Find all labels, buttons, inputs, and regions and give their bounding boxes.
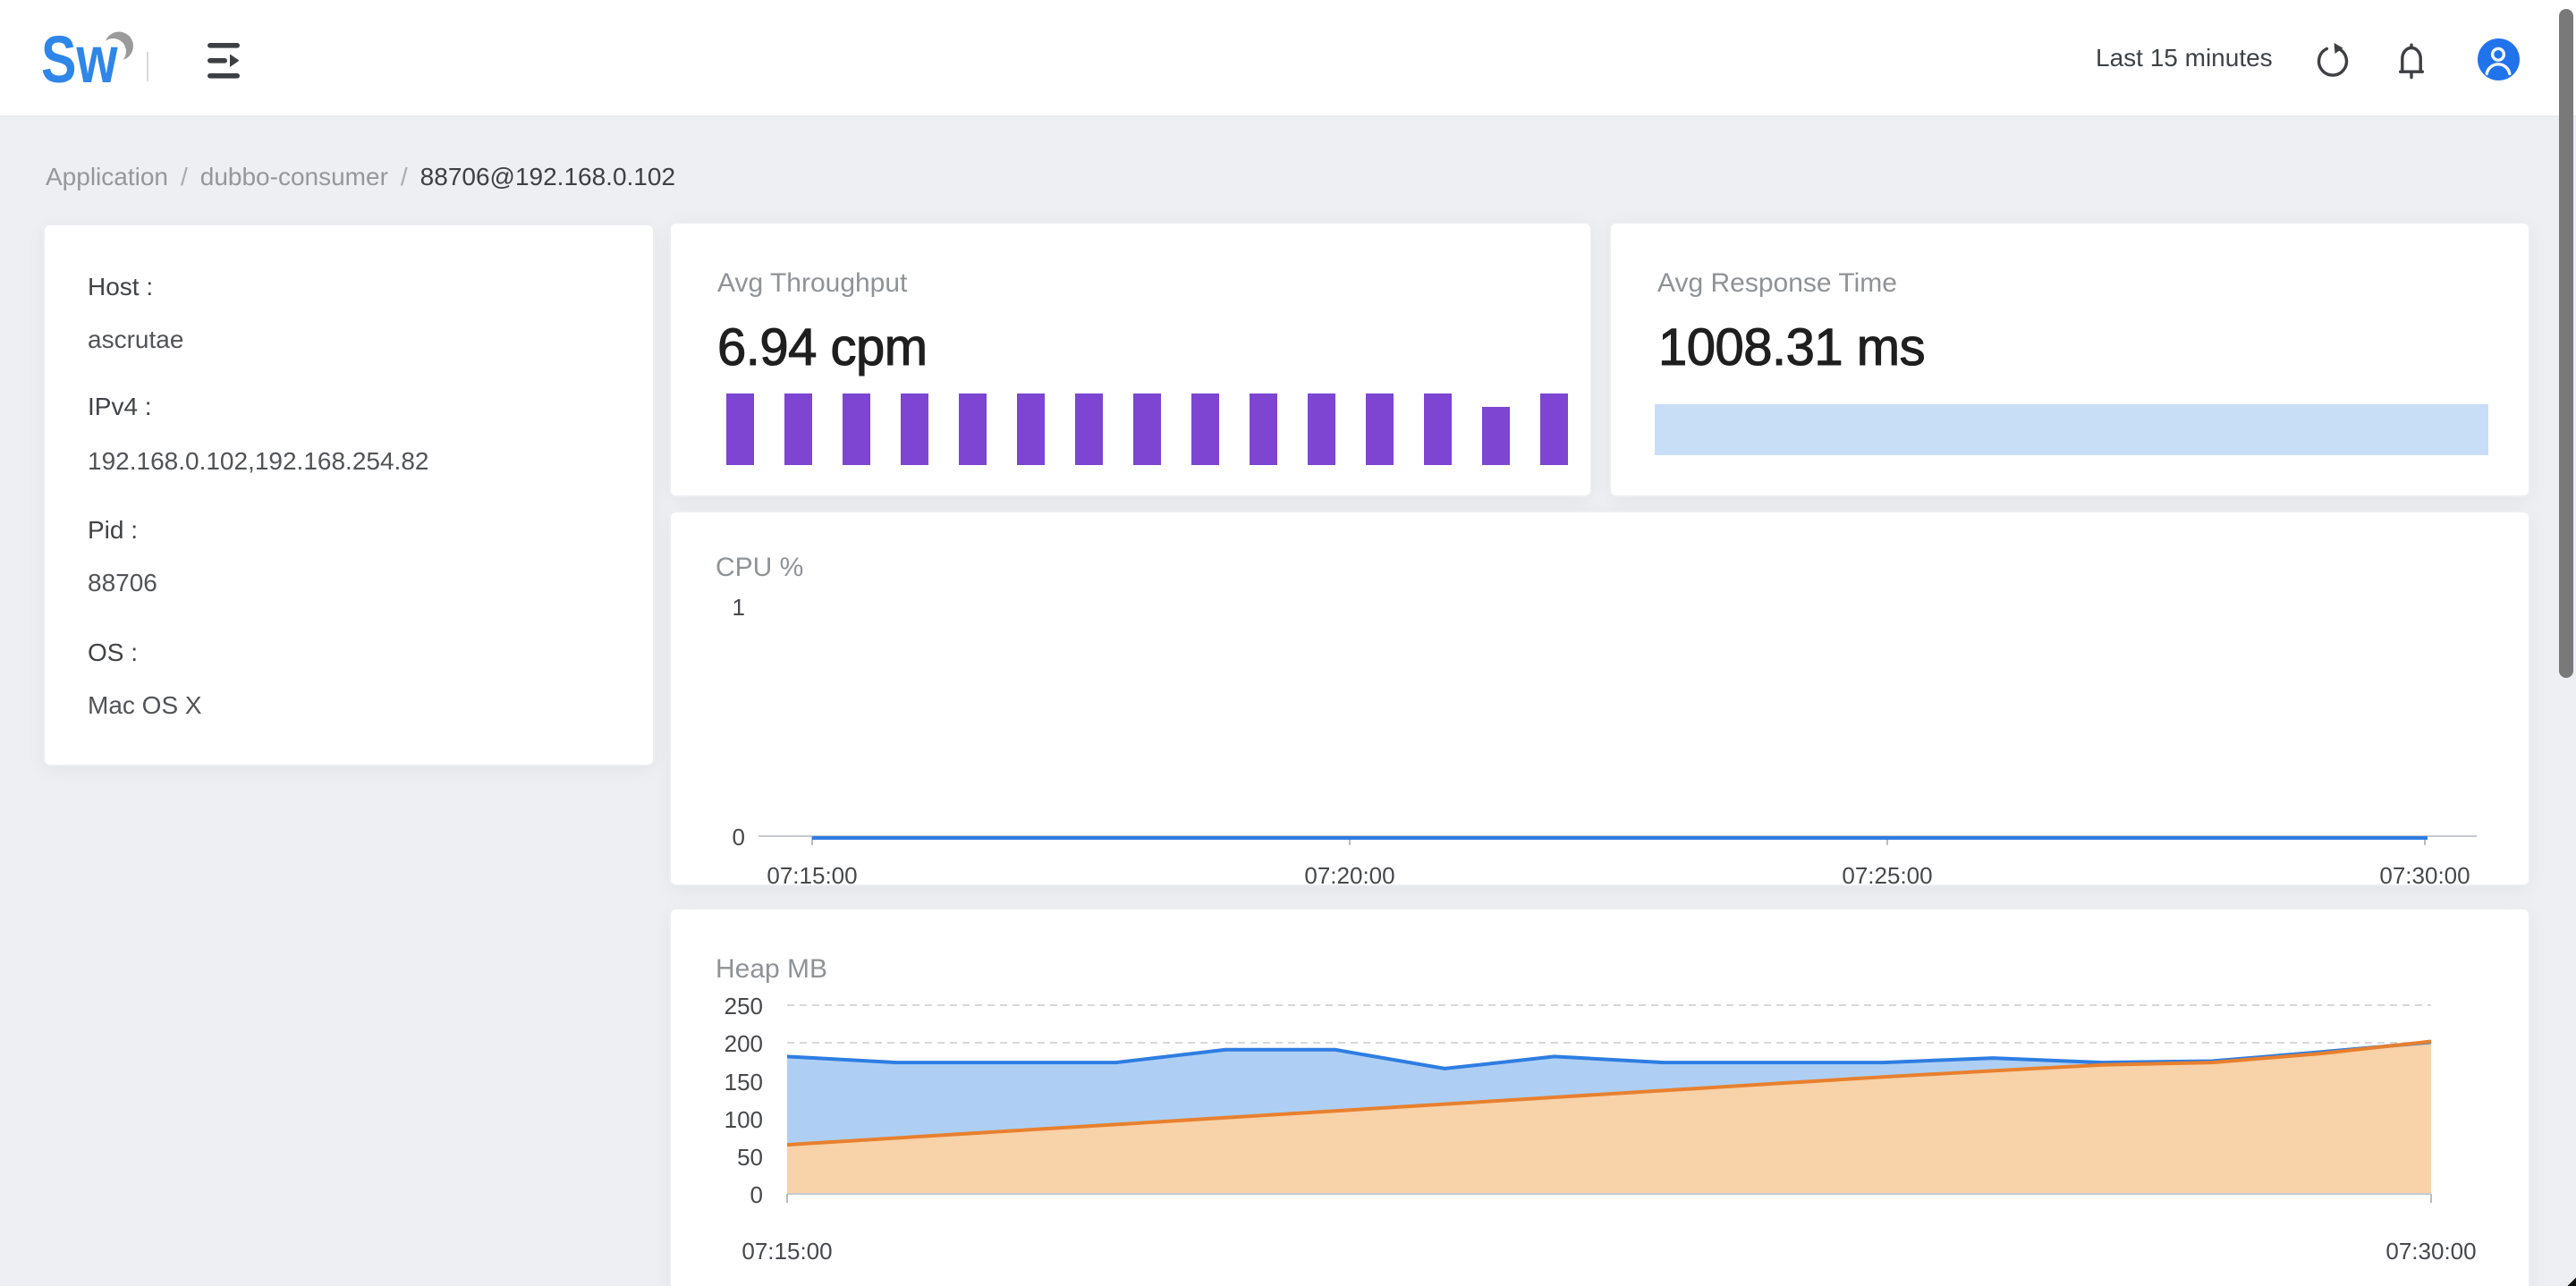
svg-text:1: 1 (733, 594, 745, 621)
svg-text:50: 50 (737, 1144, 763, 1171)
svg-text:07:15:00: 07:15:00 (741, 1238, 832, 1265)
svg-text:150: 150 (724, 1069, 763, 1096)
svg-text:07:25:00: 07:25:00 (1842, 862, 1932, 884)
svg-text:CPU %: CPU % (716, 553, 803, 582)
svg-text:250: 250 (724, 993, 763, 1019)
svg-text:Heap MB: Heap MB (716, 954, 827, 984)
svg-text:07:15:00: 07:15:00 (767, 862, 857, 884)
svg-text:07:30:00: 07:30:00 (2379, 862, 2470, 884)
svg-text:0: 0 (733, 824, 745, 850)
svg-text:200: 200 (724, 1030, 763, 1057)
svg-text:100: 100 (724, 1106, 763, 1133)
svg-text:07:20:00: 07:20:00 (1304, 862, 1394, 884)
svg-text:0: 0 (750, 1181, 763, 1208)
svg-text:07:30:00: 07:30:00 (2385, 1238, 2476, 1265)
